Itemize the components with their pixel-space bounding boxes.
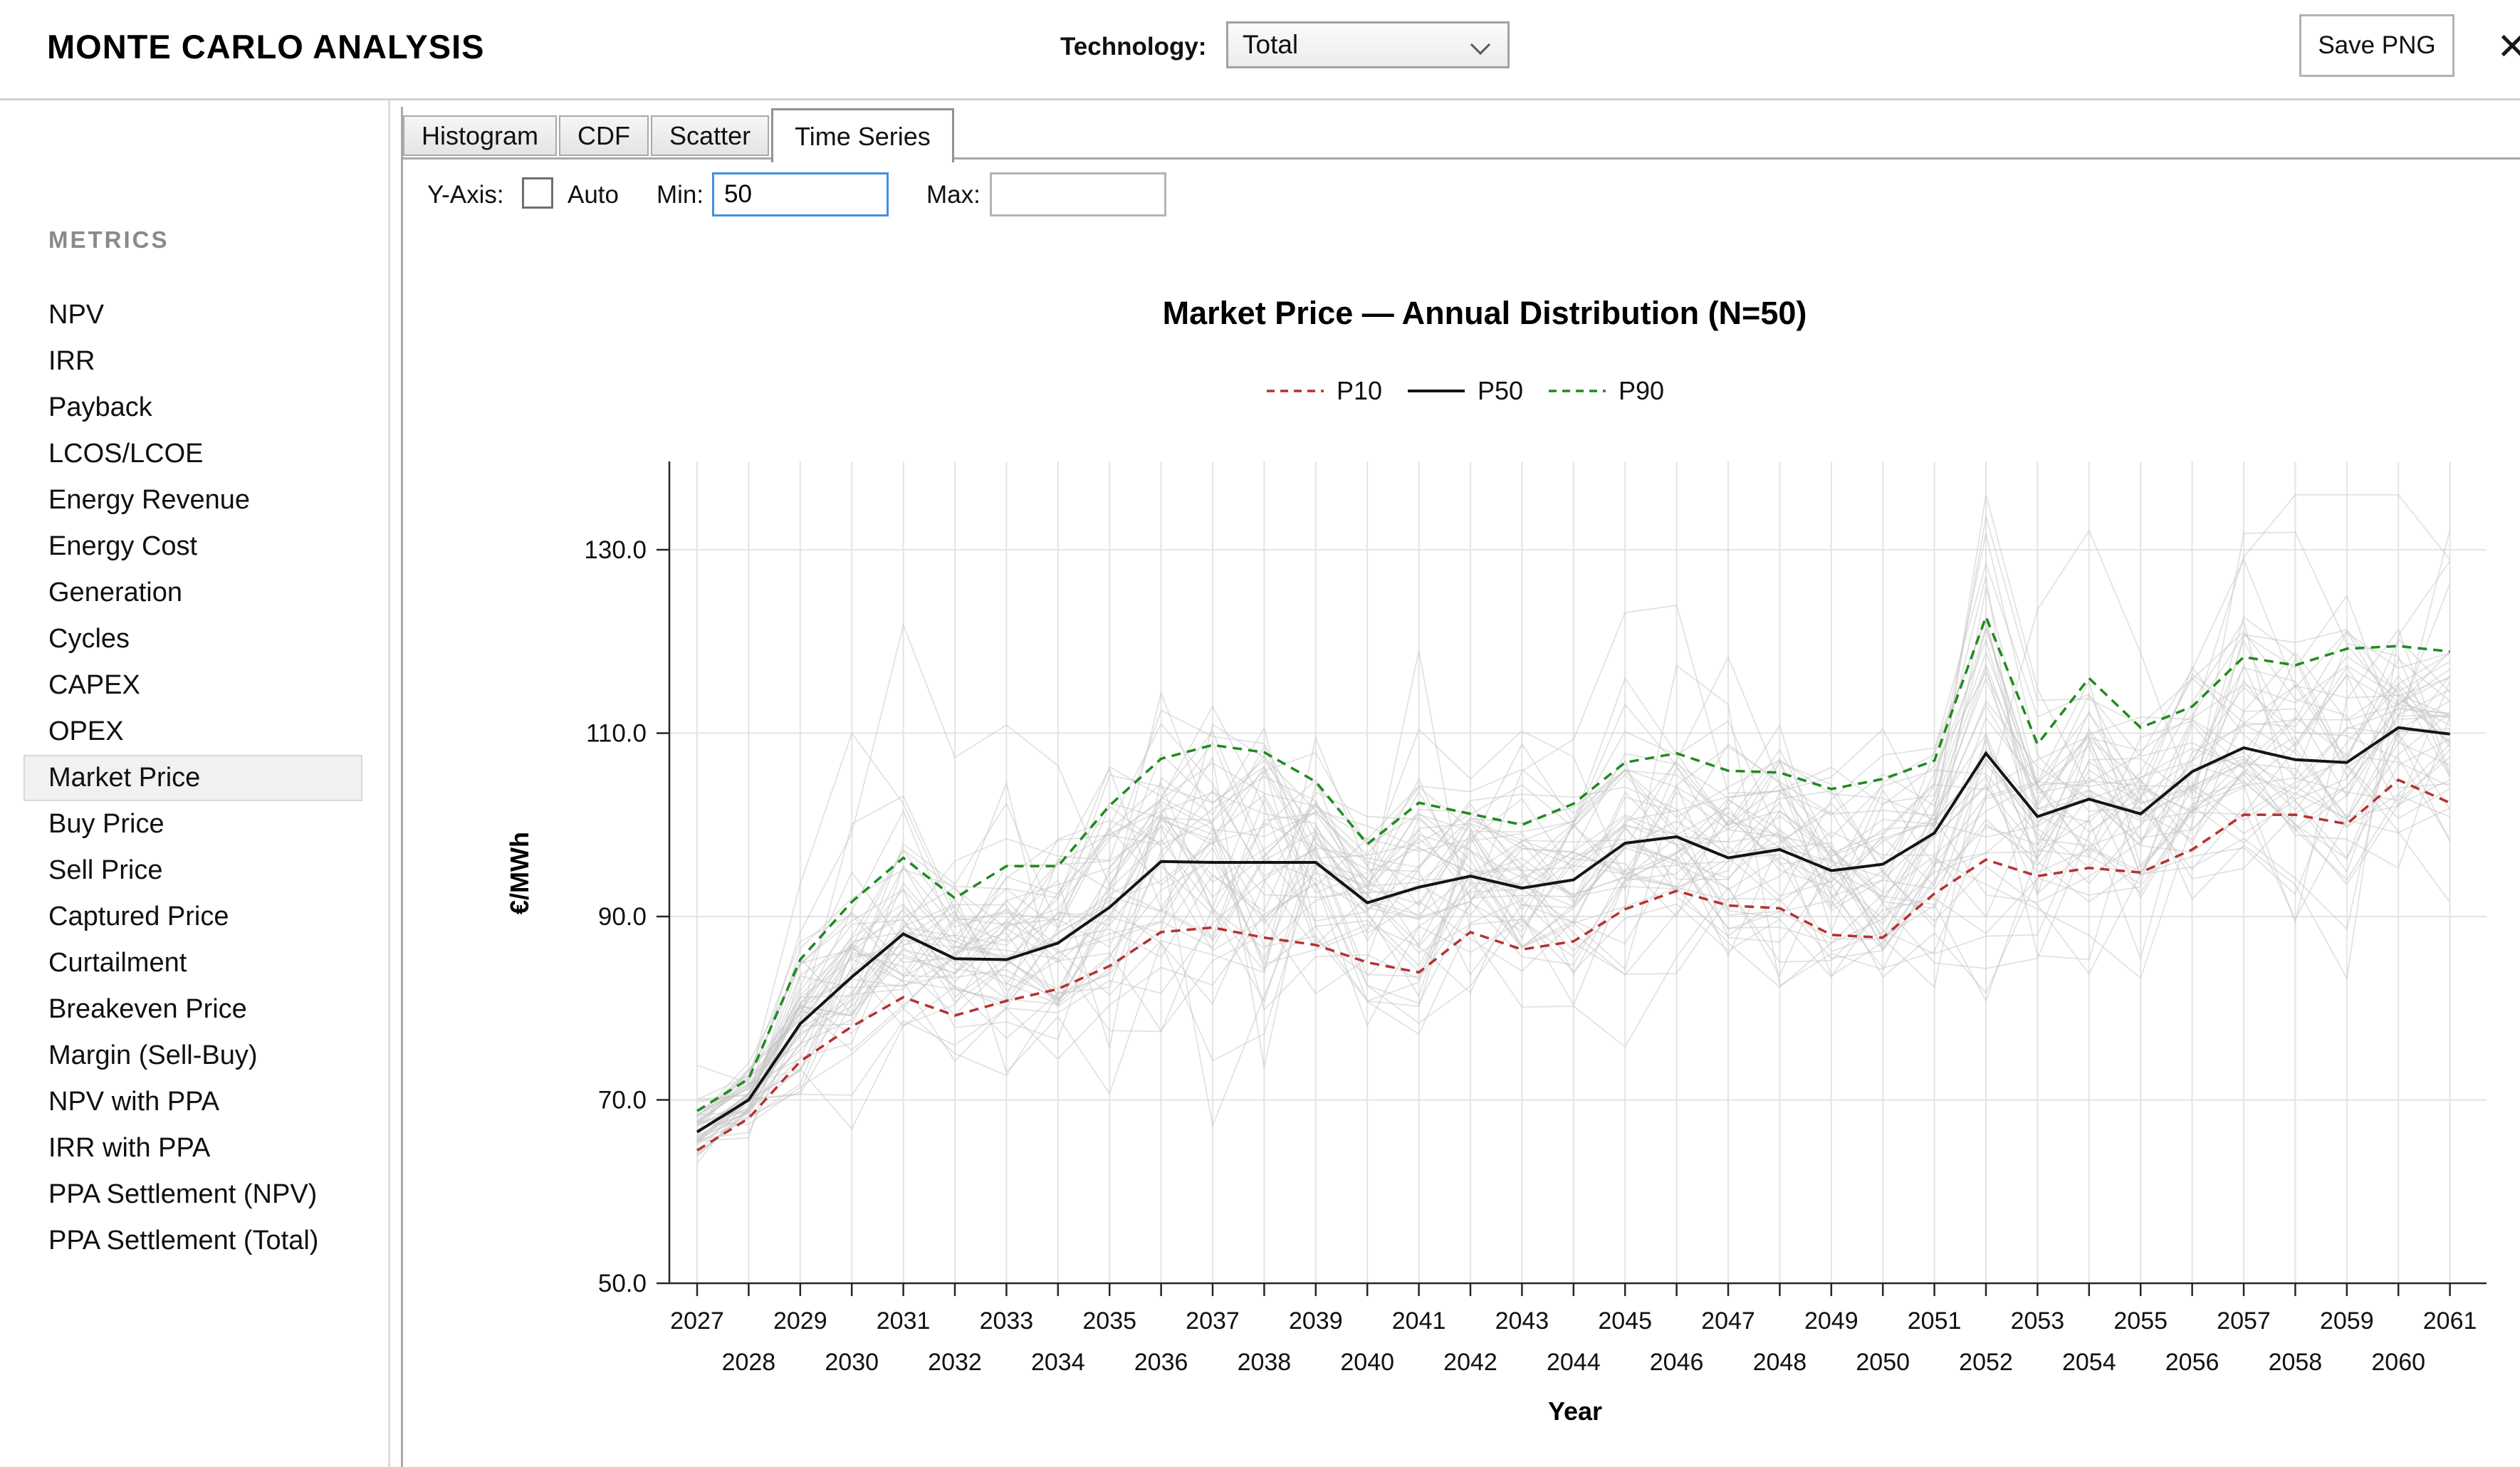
tabstrip: HistogramCDFScatterTime Series (403, 108, 956, 162)
svg-text:2042: 2042 (1443, 1349, 1497, 1376)
svg-text:2057: 2057 (2217, 1307, 2271, 1335)
y-axis-group-label: Y-Axis: (427, 179, 504, 211)
svg-text:€/MWh: €/MWh (505, 832, 534, 914)
svg-text:2034: 2034 (1031, 1349, 1085, 1376)
svg-text:2054: 2054 (2062, 1349, 2116, 1376)
svg-text:2030: 2030 (825, 1349, 879, 1376)
svg-text:2028: 2028 (722, 1349, 776, 1376)
sidebar-item-npv-with-ppa[interactable]: NPV with PPA (23, 1079, 362, 1125)
sidebar-item-generation[interactable]: Generation (23, 570, 362, 616)
auto-label: Auto (568, 179, 619, 211)
sidebar-item-npv[interactable]: NPV (23, 292, 362, 338)
svg-text:110.0: 110.0 (586, 720, 647, 748)
header: MONTE CARLO ANALYSIS Technology: Total S… (0, 0, 2520, 100)
max-label: Max: (926, 179, 981, 211)
sidebar-item-energy-cost[interactable]: Energy Cost (23, 523, 362, 570)
sidebar-item-irr[interactable]: IRR (23, 338, 362, 385)
svg-text:2056: 2056 (2165, 1349, 2220, 1376)
chevron-down-icon (1470, 35, 1490, 55)
svg-text:2050: 2050 (1856, 1349, 1910, 1376)
svg-text:2055: 2055 (2113, 1307, 2168, 1335)
sidebar-item-ppa-settlement-total[interactable]: PPA Settlement (Total) (23, 1218, 362, 1264)
sidebar-item-payback[interactable]: Payback (23, 385, 362, 431)
tab-cdf[interactable]: CDF (559, 115, 649, 156)
svg-text:2036: 2036 (1134, 1349, 1188, 1376)
sidebar-item-irr-with-ppa[interactable]: IRR with PPA (23, 1125, 362, 1171)
y-max-input[interactable] (990, 172, 1166, 216)
svg-text:2047: 2047 (1701, 1307, 1755, 1335)
technology-selected-value: Total (1243, 30, 1298, 60)
svg-text:130.0: 130.0 (584, 536, 647, 564)
svg-text:50.0: 50.0 (598, 1270, 647, 1298)
svg-text:2049: 2049 (1804, 1307, 1858, 1335)
svg-text:2031: 2031 (877, 1307, 931, 1335)
sidebar-item-captured-price[interactable]: Captured Price (23, 894, 362, 940)
app-title: MONTE CARLO ANALYSIS (47, 27, 485, 66)
tab-histogram[interactable]: Histogram (403, 115, 557, 156)
svg-text:2058: 2058 (2269, 1349, 2323, 1376)
auto-checkbox[interactable] (522, 177, 553, 209)
metrics-sidebar: METRICS NPVIRRPaybackLCOS/LCOEEnergy Rev… (0, 100, 388, 1467)
svg-text:2040: 2040 (1340, 1349, 1394, 1376)
svg-text:P10: P10 (1337, 376, 1382, 405)
tab-scatter[interactable]: Scatter (651, 115, 769, 156)
svg-text:90.0: 90.0 (598, 903, 647, 931)
sidebar-item-market-price[interactable]: Market Price (23, 755, 362, 801)
sidebar-item-cycles[interactable]: Cycles (23, 616, 362, 662)
svg-text:2035: 2035 (1082, 1307, 1136, 1335)
technology-label: Technology: (1060, 33, 1206, 61)
svg-text:2027: 2027 (670, 1307, 724, 1335)
svg-text:2060: 2060 (2371, 1349, 2425, 1376)
sidebar-item-sell-price[interactable]: Sell Price (23, 847, 362, 894)
sidebar-item-lcos-lcoe[interactable]: LCOS/LCOE (23, 431, 362, 477)
svg-text:P90: P90 (1619, 376, 1664, 405)
close-icon[interactable]: ✕ (2491, 21, 2520, 73)
save-png-button[interactable]: Save PNG (2299, 14, 2454, 77)
sidebar-item-energy-revenue[interactable]: Energy Revenue (23, 477, 362, 523)
svg-text:2061: 2061 (2423, 1307, 2477, 1335)
tab-time-series[interactable]: Time Series (771, 108, 954, 162)
svg-text:2039: 2039 (1289, 1307, 1343, 1335)
svg-text:2048: 2048 (1753, 1349, 1807, 1376)
svg-text:2052: 2052 (1959, 1349, 2013, 1376)
svg-text:2046: 2046 (1650, 1349, 1704, 1376)
sidebar-item-opex[interactable]: OPEX (23, 709, 362, 755)
svg-text:2032: 2032 (928, 1349, 982, 1376)
sidebar-divider (388, 100, 390, 1467)
sidebar-item-curtailment[interactable]: Curtailment (23, 940, 362, 986)
timeseries-chart: 50.0 70.0 90.0 110.0 130.0 2027 2028 2029 2030 20… (399, 228, 2520, 1467)
min-label: Min: (657, 179, 704, 211)
svg-text:2038: 2038 (1238, 1349, 1292, 1376)
svg-text:2053: 2053 (2011, 1307, 2065, 1335)
sidebar-item-capex[interactable]: CAPEX (23, 662, 362, 709)
sidebar-header: METRICS (48, 226, 388, 254)
svg-text:2041: 2041 (1392, 1307, 1446, 1335)
svg-text:70.0: 70.0 (598, 1087, 647, 1114)
svg-text:P50: P50 (1478, 376, 1523, 405)
svg-text:Year: Year (1548, 1396, 1602, 1426)
svg-text:2045: 2045 (1598, 1307, 1652, 1335)
svg-text:Market Price — Annual Distribu: Market Price — Annual Distribution (N=50… (1163, 295, 1807, 331)
svg-text:2043: 2043 (1495, 1307, 1549, 1335)
sidebar-item-breakeven-price[interactable]: Breakeven Price (23, 986, 362, 1033)
sidebar-list: NPVIRRPaybackLCOS/LCOEEnergy RevenueEner… (0, 292, 388, 1264)
sidebar-item-buy-price[interactable]: Buy Price (23, 801, 362, 847)
svg-text:2051: 2051 (1908, 1307, 1962, 1335)
svg-text:2059: 2059 (2320, 1307, 2374, 1335)
technology-dropdown[interactable]: Total (1226, 21, 1510, 68)
sidebar-item-margin-sell-buy[interactable]: Margin (Sell-Buy) (23, 1033, 362, 1079)
svg-text:2033: 2033 (980, 1307, 1034, 1335)
svg-text:2037: 2037 (1186, 1307, 1240, 1335)
svg-text:2029: 2029 (773, 1307, 827, 1335)
y-min-input[interactable] (712, 172, 889, 216)
sidebar-item-ppa-settlement-npv[interactable]: PPA Settlement (NPV) (23, 1171, 362, 1218)
svg-text:2044: 2044 (1547, 1349, 1601, 1376)
